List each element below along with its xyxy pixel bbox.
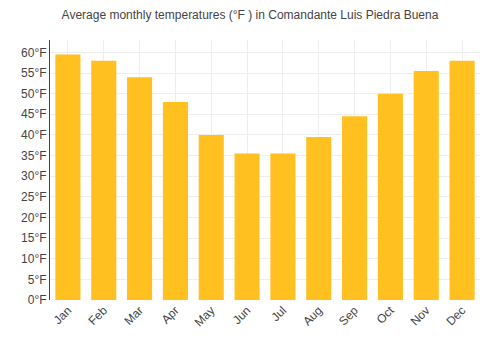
svg-text:5°F: 5°F bbox=[28, 273, 47, 287]
svg-text:Aug: Aug bbox=[300, 303, 325, 328]
svg-text:10°F: 10°F bbox=[21, 252, 46, 266]
svg-text:Oct: Oct bbox=[374, 303, 398, 327]
svg-text:Dec: Dec bbox=[443, 303, 468, 328]
svg-text:20°F: 20°F bbox=[21, 211, 46, 225]
svg-text:Jun: Jun bbox=[230, 303, 254, 327]
svg-text:0°F: 0°F bbox=[28, 293, 47, 307]
svg-text:30°F: 30°F bbox=[21, 169, 46, 183]
svg-text:25°F: 25°F bbox=[21, 190, 46, 204]
svg-text:60°F: 60°F bbox=[21, 46, 46, 60]
svg-text:50°F: 50°F bbox=[21, 87, 46, 101]
svg-text:15°F: 15°F bbox=[21, 231, 46, 245]
svg-text:Average monthly temperatures (: Average monthly temperatures (°F ) in Co… bbox=[62, 8, 439, 22]
svg-text:Jul: Jul bbox=[269, 303, 290, 324]
svg-text:35°F: 35°F bbox=[21, 149, 46, 163]
svg-text:May: May bbox=[192, 303, 218, 329]
svg-text:Nov: Nov bbox=[408, 303, 433, 328]
svg-text:40°F: 40°F bbox=[21, 128, 46, 142]
svg-text:Apr: Apr bbox=[159, 303, 182, 326]
svg-text:Jan: Jan bbox=[51, 303, 75, 327]
svg-text:Sep: Sep bbox=[336, 303, 361, 328]
svg-text:45°F: 45°F bbox=[21, 107, 46, 121]
svg-text:Mar: Mar bbox=[121, 303, 146, 328]
svg-text:Feb: Feb bbox=[86, 303, 111, 328]
svg-text:55°F: 55°F bbox=[21, 66, 46, 80]
